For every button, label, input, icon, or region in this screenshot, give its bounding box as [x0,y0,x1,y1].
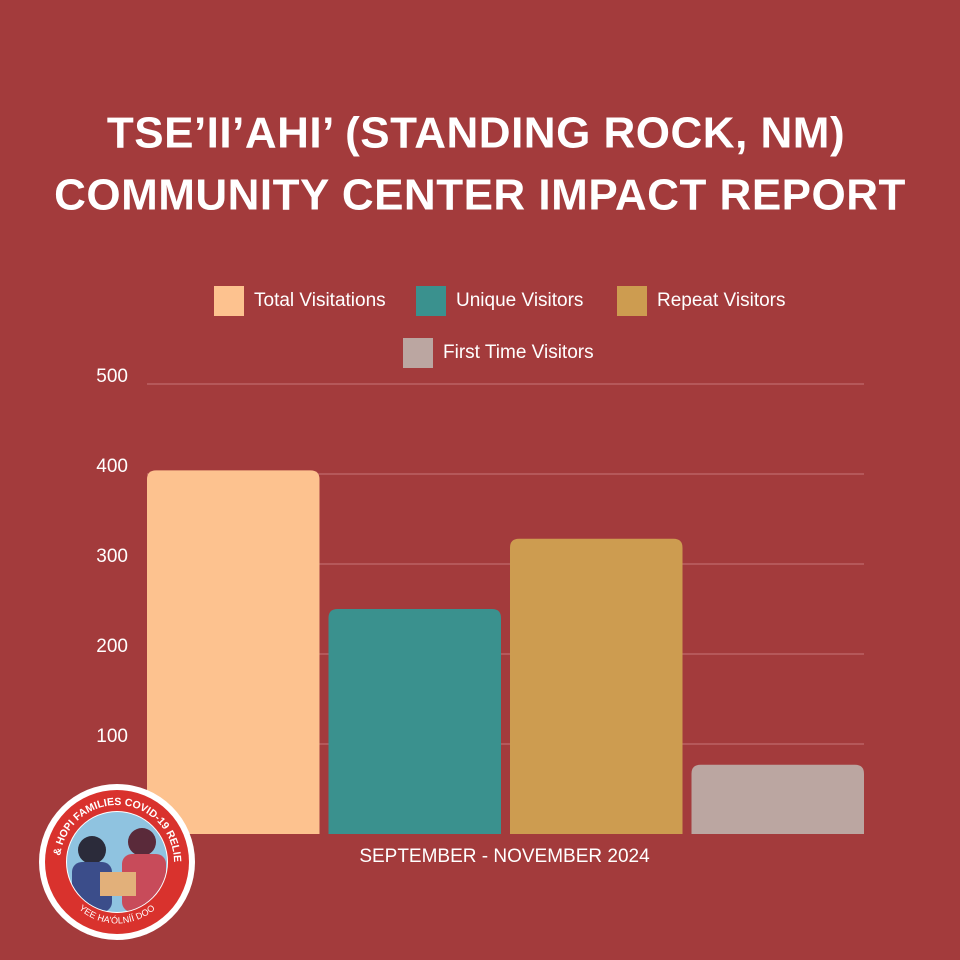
chart-title: COMMUNITY CENTER IMPACT REPORT [54,171,906,220]
legend-label: First Time Visitors [443,342,594,363]
bar [691,764,864,834]
legend-label: Repeat Visitors [657,290,786,311]
y-tick-label: 100 [96,726,128,747]
bar [510,538,683,834]
chart-title: TSE’II’AHI’ (STANDING ROCK, NM) [107,109,845,158]
legend-swatch [617,286,647,316]
legend-swatch [214,286,244,316]
y-tick-label: 300 [96,546,128,567]
legend-label: Total Visitations [254,290,386,311]
legend-label: Unique Visitors [456,290,583,311]
y-tick-label: 400 [96,456,128,477]
legend-swatch [403,338,433,368]
y-tick-label: 500 [96,366,128,387]
legend-swatch [416,286,446,316]
y-tick-label: 200 [96,636,128,657]
bar [147,470,320,834]
x-tick-label: SEPTEMBER - NOVEMBER 2024 [359,846,650,867]
logo-art [67,812,167,912]
bar [328,609,501,834]
